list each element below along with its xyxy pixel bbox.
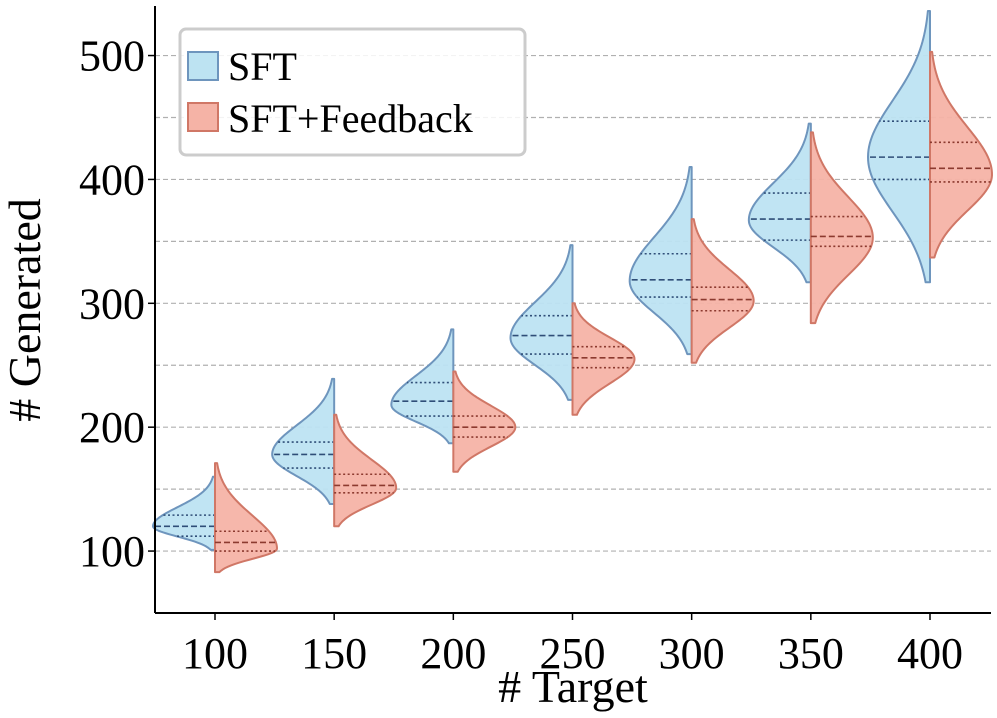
x-tick-label: 150 [301,629,367,678]
legend-label-sft-feedback: SFT+Feedback [228,96,473,141]
violin-right-350 [809,131,874,325]
tick-labels: 100 200 300 400 500 100 150 200 250 300 350 400 [79,32,963,678]
violin-right-150 [333,413,398,528]
violin-left-350 [747,122,812,284]
y-tick-label: 200 [79,403,145,452]
x-tick-label: 100 [182,629,248,678]
violin-right-250 [571,302,636,416]
violin-right-200 [452,370,517,473]
legend-frame [178,27,527,157]
legend-label-sft: SFT [228,44,297,89]
violin-left-150 [271,377,336,505]
y-tick-label: 500 [79,32,145,81]
x-tick-label: 350 [778,629,844,678]
x-tick-label: 300 [659,629,725,678]
legend-swatch-sft [187,51,219,81]
legend: SFT SFT+Feedback [178,27,527,157]
violin-left-200 [390,328,455,445]
violin-left-250 [509,244,574,401]
violin-left-300 [628,166,693,356]
y-axis-label: # Generated [0,198,50,422]
violin-right-100 [214,462,278,574]
y-tick-label: 100 [79,527,145,576]
violin-right-300 [690,218,755,364]
violin-left-400 [867,9,931,284]
x-tick-label: 400 [897,629,963,678]
y-tick-label: 400 [79,155,145,204]
violin-left-100 [152,475,216,551]
x-axis-label: # Target [498,661,648,712]
y-tick-label: 300 [79,279,145,328]
x-tick-label: 250 [540,629,606,678]
violin-right-400 [929,50,993,259]
x-tick-label: 200 [420,629,486,678]
legend-swatch-sft-feedback [187,102,219,132]
violins [152,9,993,574]
